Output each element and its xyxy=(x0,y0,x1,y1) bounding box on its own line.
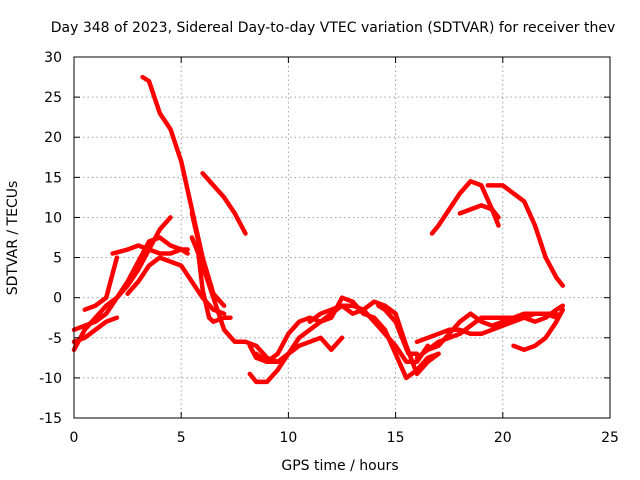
series-arc-2 xyxy=(71,235,190,333)
y-tick-label: -5 xyxy=(48,331,62,347)
x-tick-label: 0 xyxy=(70,430,79,446)
x-tick-label: 25 xyxy=(601,430,619,446)
y-tick-label: 5 xyxy=(53,251,62,267)
series-arc-15 xyxy=(350,299,441,381)
y-tick-label: 25 xyxy=(44,90,62,106)
series-arc-14 xyxy=(307,299,441,377)
y-tick-label: -15 xyxy=(39,411,62,427)
x-axis-label: GPS time / hours xyxy=(281,458,398,474)
series-arc-22 xyxy=(457,203,501,220)
series-arc-9 xyxy=(189,235,233,324)
x-tick-label: 15 xyxy=(387,430,405,446)
series-arc-4 xyxy=(82,255,120,312)
series-arc-8 xyxy=(189,211,280,365)
y-tick-label: -10 xyxy=(39,371,62,387)
series-arc-3 xyxy=(71,315,120,345)
y-tick-label: 10 xyxy=(44,210,62,226)
series-arc-23 xyxy=(485,183,566,288)
series-arc-10 xyxy=(200,171,248,236)
series-arc-16 xyxy=(376,303,420,357)
axis-ticks: 0 5 10 15 20 25 -15 -10 -5 0 5 10 15 20 25 30 xyxy=(39,50,619,446)
x-tick-label: 10 xyxy=(279,430,297,446)
y-tick-label: 20 xyxy=(44,130,62,146)
data-series-group xyxy=(71,74,566,385)
y-tick-label: 30 xyxy=(44,50,62,66)
x-tick-label: 5 xyxy=(177,430,186,446)
y-tick-label: 15 xyxy=(44,170,62,186)
series-arc-21 xyxy=(429,179,501,236)
y-axis-label: SDTVAR / TECUs xyxy=(5,181,21,296)
grid-lines xyxy=(74,57,610,418)
series-arc-5 xyxy=(110,243,190,256)
y-tick-label: 0 xyxy=(53,291,62,307)
series-arc-20 xyxy=(511,307,566,353)
chart-title: Day 348 of 2023, Sidereal Day-to-day VTE… xyxy=(51,20,615,36)
plot-frame xyxy=(73,56,611,419)
series-arc-19 xyxy=(414,311,559,345)
x-tick-label: 20 xyxy=(494,430,512,446)
